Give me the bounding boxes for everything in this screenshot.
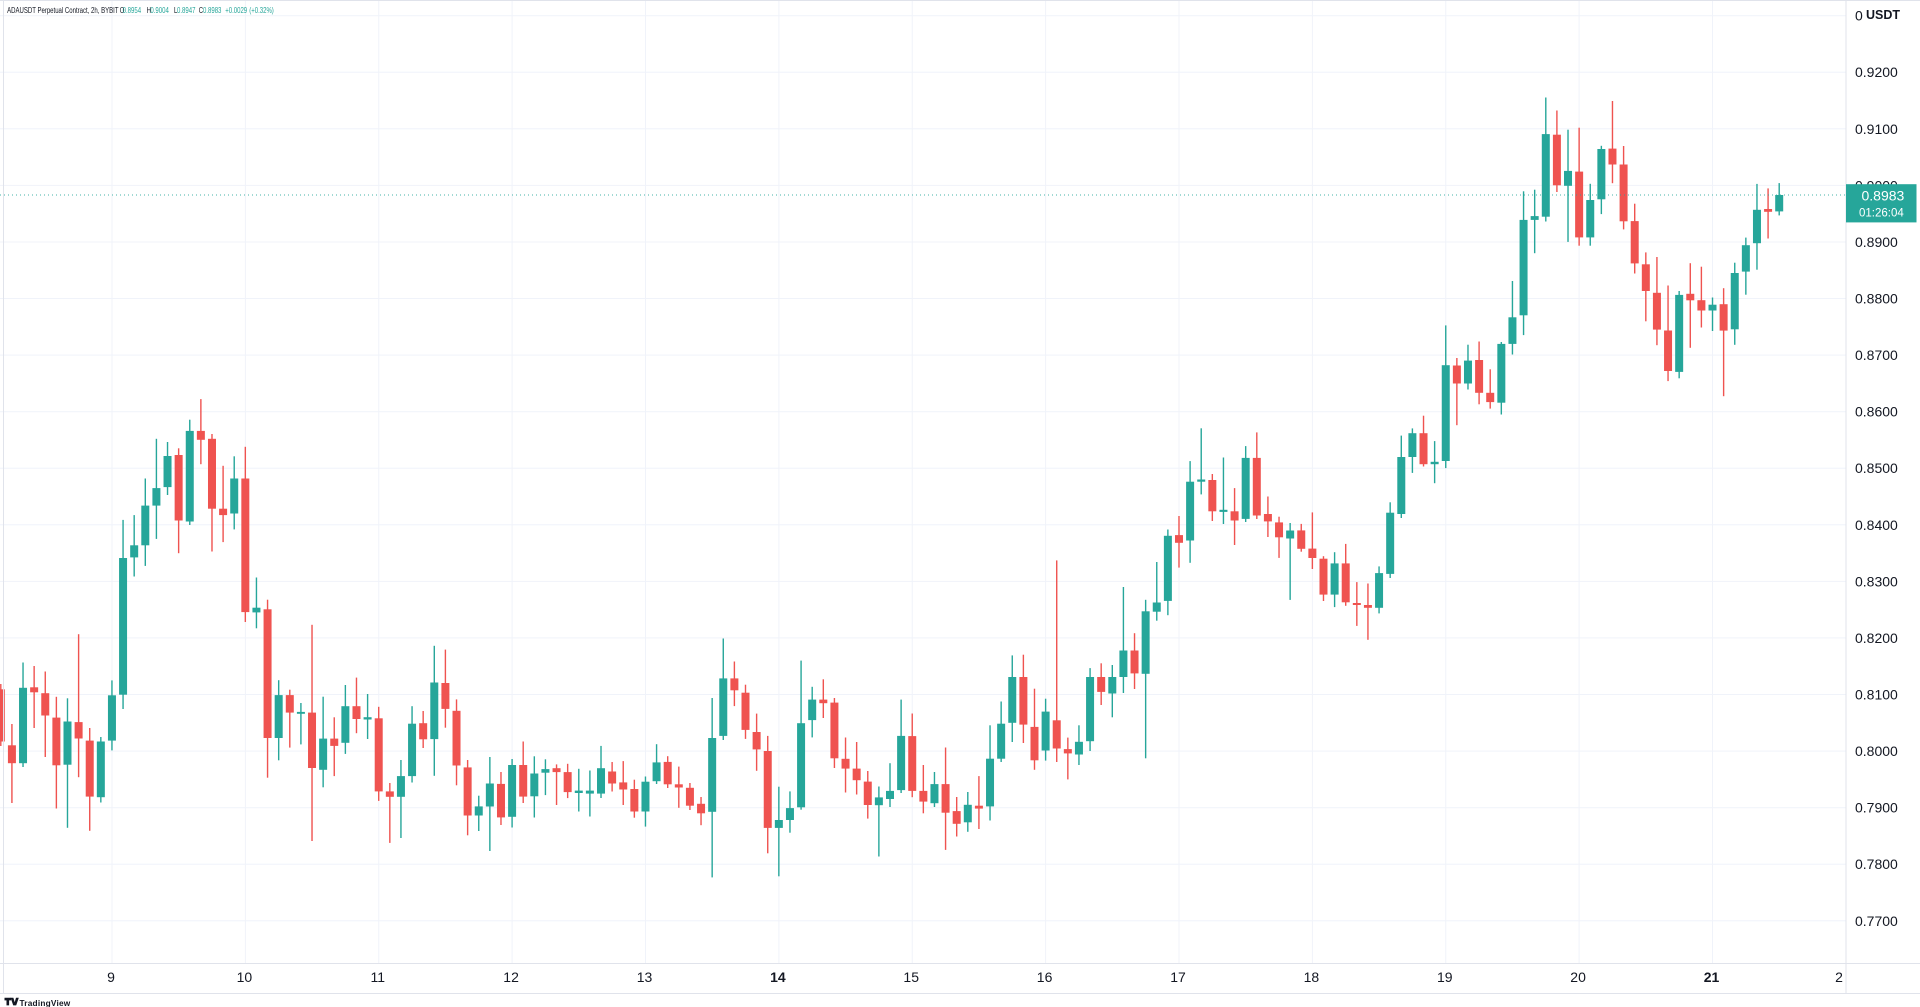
svg-text:19: 19 [1437, 969, 1453, 985]
svg-text:0.7900: 0.7900 [1855, 800, 1898, 816]
svg-text:+0.0029: +0.0029 [225, 5, 247, 15]
svg-text:0.8300: 0.8300 [1855, 573, 1898, 589]
svg-text:0.8000: 0.8000 [1855, 743, 1898, 759]
svg-text:13: 13 [637, 969, 653, 985]
svg-text:0.7700: 0.7700 [1855, 913, 1898, 929]
svg-text:20: 20 [1570, 969, 1586, 985]
svg-text:9: 9 [107, 969, 115, 985]
svg-text:10: 10 [237, 969, 253, 985]
svg-text:21: 21 [1704, 969, 1720, 985]
svg-text:0.8200: 0.8200 [1855, 630, 1898, 646]
svg-text:0.8900: 0.8900 [1855, 234, 1898, 250]
svg-text:18: 18 [1304, 969, 1320, 985]
svg-text:TradingView: TradingView [20, 998, 71, 1007]
svg-text:16: 16 [1037, 969, 1053, 985]
svg-text:0.8100: 0.8100 [1855, 687, 1898, 703]
svg-text:O: O [120, 5, 125, 15]
svg-text:0.8983: 0.8983 [1862, 187, 1905, 203]
svg-text:12: 12 [503, 969, 519, 985]
svg-text:0.8947: 0.8947 [177, 5, 195, 15]
svg-text:ADAUSDT Perpetual Contract, 2h: ADAUSDT Perpetual Contract, 2h, BYBIT [7, 5, 119, 15]
svg-text:(+0.32%): (+0.32%) [249, 5, 274, 15]
svg-text:0.8500: 0.8500 [1855, 460, 1898, 476]
svg-text:0.9100: 0.9100 [1855, 121, 1898, 137]
svg-text:14: 14 [770, 969, 786, 985]
svg-text:0.8983: 0.8983 [203, 5, 221, 15]
svg-text:0.8400: 0.8400 [1855, 517, 1898, 533]
svg-text:2: 2 [1835, 969, 1843, 985]
svg-text:0.8700: 0.8700 [1855, 347, 1898, 363]
svg-text:0.9200: 0.9200 [1855, 64, 1898, 80]
svg-text:0.8800: 0.8800 [1855, 291, 1898, 307]
svg-text:11: 11 [371, 969, 386, 985]
svg-text:01:26:04: 01:26:04 [1859, 208, 1904, 220]
svg-text:0.7800: 0.7800 [1855, 856, 1898, 872]
svg-text:0.9004: 0.9004 [150, 5, 168, 15]
svg-text:0.8600: 0.8600 [1855, 404, 1898, 420]
svg-text:L: L [174, 5, 177, 15]
svg-text:H: H [147, 5, 151, 15]
svg-text:C: C [199, 5, 204, 15]
svg-text:0.8954: 0.8954 [123, 5, 141, 15]
svg-text:USDT: USDT [1866, 8, 1900, 22]
svg-text:15: 15 [903, 969, 919, 985]
svg-text:17: 17 [1170, 969, 1186, 985]
